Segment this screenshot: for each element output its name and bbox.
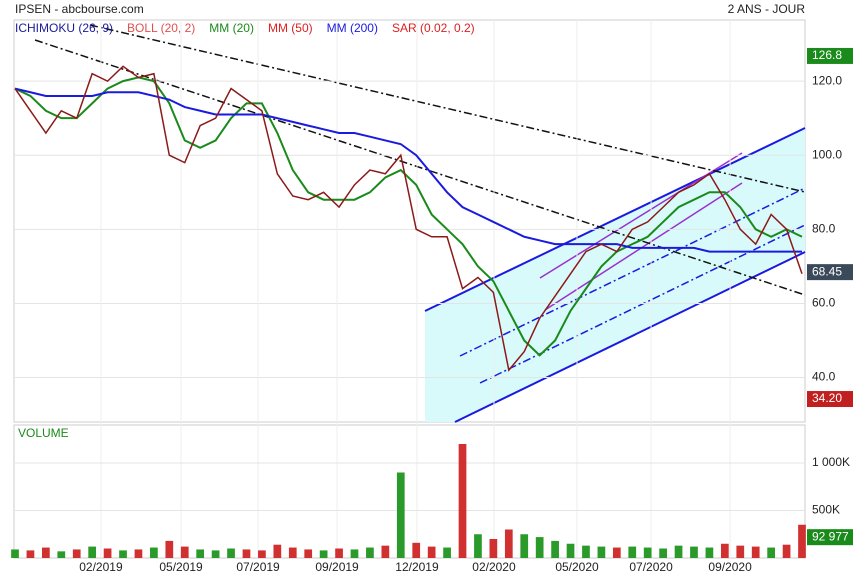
value-label: 92 977 — [812, 529, 849, 543]
volume-bar — [319, 550, 328, 558]
volume-bar — [427, 546, 436, 558]
volume-bar — [304, 549, 313, 558]
volume-bar — [242, 549, 251, 558]
volume-bar — [335, 548, 343, 558]
volume-bar — [273, 544, 282, 558]
volume-frame — [13, 424, 806, 559]
volume-bar — [690, 546, 698, 558]
x-tick-label: 09/2019 — [315, 560, 359, 574]
x-tick-label: 12/2019 — [395, 560, 439, 574]
x-tick-label: 09/2020 — [708, 560, 752, 574]
volume-bar — [57, 551, 66, 558]
volume-bar — [258, 550, 266, 558]
volume-bar — [458, 444, 467, 558]
volume-bar — [227, 548, 235, 558]
y-tick-label: 500K — [812, 503, 840, 517]
volume-bar — [88, 546, 97, 558]
y-tick-label: 120.0 — [812, 73, 842, 87]
volume-bar — [767, 547, 775, 558]
ma-line — [14, 76, 803, 357]
volume-bar — [180, 546, 189, 558]
value-box — [807, 47, 853, 64]
value-label: 34.20 — [812, 391, 842, 405]
volume-bar — [674, 545, 683, 558]
channel-area — [425, 128, 805, 422]
ma-line — [14, 87, 802, 253]
value-box — [807, 264, 853, 281]
volume-bar — [751, 546, 760, 558]
legend-entry: MM (200) — [327, 21, 378, 35]
volume-bar — [736, 545, 745, 558]
volume-bar — [612, 547, 621, 558]
volume-bar — [288, 547, 297, 558]
x-tick-label: 02/2020 — [472, 560, 516, 574]
volume-bar — [11, 549, 19, 558]
volume-bar — [350, 549, 359, 558]
value-label: 68.45 — [812, 264, 842, 278]
volume-bar — [628, 546, 637, 558]
volume-bar — [165, 540, 174, 558]
volume-bar — [566, 543, 575, 558]
volume-bar — [705, 547, 714, 558]
volume-bar — [504, 529, 513, 558]
volume-bar — [134, 549, 143, 558]
header: IPSEN - abcbourse.com — [15, 2, 144, 16]
volume-bar — [119, 550, 127, 558]
volume-bar — [443, 547, 451, 558]
y-tick-label: 1 000K — [812, 455, 850, 469]
value-box — [807, 391, 853, 408]
y-tick-label: 80.0 — [812, 222, 836, 236]
price-line — [14, 65, 803, 372]
volume-bar — [782, 544, 791, 558]
x-tick-label: 07/2020 — [629, 560, 673, 574]
volume-bar — [412, 542, 421, 558]
legend-entry: MM (20) — [209, 21, 254, 35]
volume-bar — [551, 540, 559, 558]
volume-bar — [659, 548, 667, 558]
x-tick-label: 02/2019 — [79, 560, 123, 574]
volume-bar — [381, 545, 390, 558]
volume-bar — [72, 549, 81, 558]
volume-bar — [535, 537, 544, 558]
volume-bar — [366, 547, 374, 558]
volume-bar — [643, 547, 652, 558]
volume-bar — [150, 547, 158, 558]
legend-entry: BOLL (20, 2) — [127, 21, 195, 35]
volume-bar — [396, 472, 405, 558]
value-label: 126.8 — [812, 48, 842, 62]
volume-bar — [474, 534, 482, 558]
volume-bar — [26, 550, 35, 558]
volume-bar — [42, 547, 50, 558]
volume-bar — [720, 543, 729, 558]
volume-bar — [103, 548, 112, 558]
legend-entry: SAR (0.02, 0.2) — [392, 21, 475, 35]
trend-lines — [34, 24, 806, 423]
y-tick-label: 100.0 — [812, 147, 842, 161]
volume-bar — [196, 549, 205, 558]
x-tick-label: 05/2019 — [159, 560, 203, 574]
volume-bar — [520, 534, 529, 558]
volume-title: VOLUME — [18, 426, 69, 440]
value-box — [807, 529, 853, 546]
x-tick-label: 05/2020 — [555, 560, 599, 574]
volume-bar — [489, 539, 498, 558]
y-tick-label: 40.0 — [812, 370, 836, 384]
volume-bar — [798, 524, 806, 558]
period: 2 ANS - JOUR — [728, 2, 806, 16]
volume-bar — [582, 545, 590, 558]
x-tick-label: 07/2019 — [236, 560, 280, 574]
y-tick-label: 60.0 — [812, 296, 836, 310]
legend-entry: ICHIMOKU (26, 9) — [15, 21, 113, 35]
volume-bar — [211, 550, 220, 558]
legend-entry: MM (50) — [268, 21, 313, 35]
volume-bar — [597, 546, 606, 558]
